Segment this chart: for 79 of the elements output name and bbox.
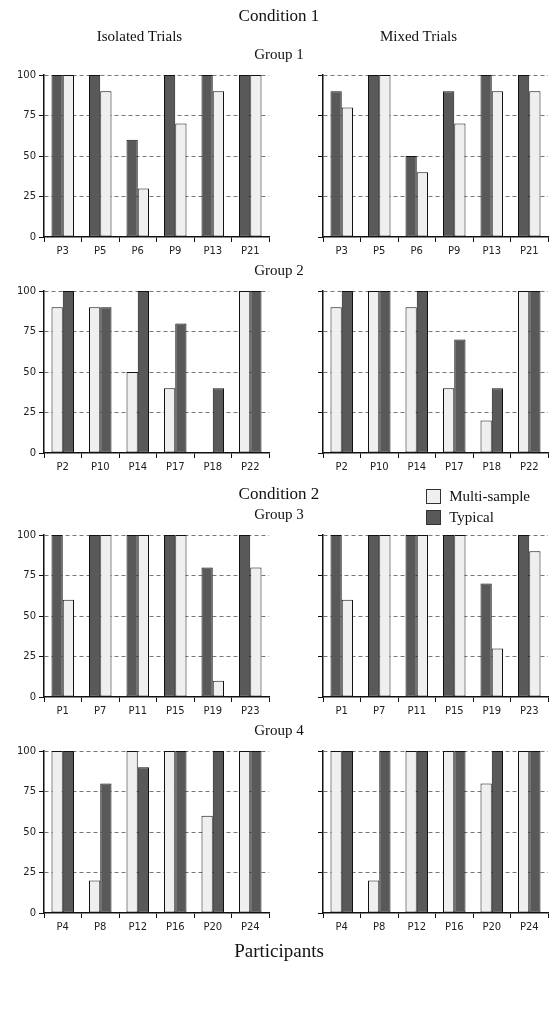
y-tick-label: 50 — [23, 825, 36, 837]
x-tick-label: P8 — [373, 920, 386, 932]
y-tick-label: 50 — [23, 149, 36, 161]
x-tick-label: P10 — [90, 460, 110, 472]
y-tick-label: 75 — [23, 569, 36, 581]
x-tick-label: P4 — [335, 920, 348, 932]
y-tick-label: 0 — [29, 690, 36, 702]
x-tick-label: P3 — [56, 244, 69, 256]
x-tick-label: P4 — [56, 920, 69, 932]
x-tick-label: P11 — [407, 704, 427, 716]
x-tick-label: P6 — [410, 244, 423, 256]
y-tick-label: 75 — [23, 785, 36, 797]
x-tick-label: P9 — [448, 244, 461, 256]
chart-title: Group 3 — [254, 506, 304, 522]
x-tick-label: P22 — [240, 460, 260, 472]
y-tick-label: 0 — [29, 230, 36, 242]
chart-title: Group 2 — [253, 262, 305, 280]
x-tick-label: P7 — [373, 704, 386, 716]
x-tick-label: P23 — [519, 704, 539, 716]
x-tick-label: P16 — [444, 920, 464, 932]
x-tick-label: P15 — [444, 704, 464, 716]
x-tick-label: P18 — [203, 460, 223, 472]
y-tick-label: 75 — [23, 325, 36, 337]
x-tick-label: P9 — [169, 244, 182, 256]
x-tick-label: P17 — [444, 460, 464, 472]
y-tick-label: 25 — [23, 190, 36, 202]
text: Multi-sample — [449, 488, 530, 505]
text: Condition 1 — [237, 5, 321, 27]
x-tick-label: P11 — [128, 704, 148, 716]
x-tick-label: P24 — [240, 920, 260, 932]
chart-subtitle: Isolated Trials — [95, 28, 184, 46]
x-tick-label: P21 — [519, 244, 539, 256]
x-tick-label: P2 — [56, 460, 69, 472]
y-tick-label: 50 — [23, 609, 36, 621]
y-tick-label: 75 — [23, 109, 36, 121]
x-tick-label: P20 — [203, 920, 223, 932]
x-tick-label: P8 — [94, 920, 107, 932]
x-tick-label: P16 — [165, 920, 185, 932]
x-tick-label: P6 — [131, 244, 144, 256]
x-tick-label: P12 — [407, 920, 427, 932]
y-tick-label: 0 — [29, 446, 36, 458]
y-tick-label: 100 — [16, 284, 36, 296]
chart-title: Group 1 — [253, 46, 305, 64]
x-tick-label: P13 — [203, 244, 223, 256]
text: Condition 2 — [238, 484, 320, 503]
x-tick-label: P23 — [240, 704, 260, 716]
x-tick-label: P21 — [240, 244, 260, 256]
y-tick-label: 100 — [16, 68, 36, 80]
x-tick-label: P10 — [369, 460, 389, 472]
x-tick-label: P3 — [335, 244, 348, 256]
y-tick-label: 0 — [29, 906, 36, 918]
y-tick-label: 50 — [23, 365, 36, 377]
x-tick-label: P14 — [407, 460, 427, 472]
x-axis-title: Participants — [233, 939, 325, 962]
x-tick-label: P7 — [94, 704, 107, 716]
x-tick-label: P1 — [56, 704, 69, 716]
x-tick-label: P17 — [165, 460, 185, 472]
x-tick-label: P15 — [165, 704, 185, 716]
x-tick-label: P5 — [94, 244, 107, 256]
y-tick-label: 25 — [23, 650, 36, 662]
chart-title: Group 4 — [253, 722, 305, 740]
x-tick-label: P19 — [203, 704, 223, 716]
x-tick-label: P13 — [482, 244, 502, 256]
x-tick-label: P2 — [335, 460, 348, 472]
x-tick-label: P5 — [373, 244, 386, 256]
x-tick-label: P20 — [482, 920, 502, 932]
y-tick-label: 25 — [23, 406, 36, 418]
y-tick-label: 100 — [16, 744, 36, 756]
x-tick-label: P24 — [519, 920, 539, 932]
x-tick-label: P22 — [519, 460, 539, 472]
x-tick-label: P12 — [128, 920, 148, 932]
x-tick-label: P14 — [128, 460, 148, 472]
x-tick-label: P18 — [482, 460, 502, 472]
legend-label: Typical — [449, 509, 494, 526]
y-tick-label: 25 — [23, 866, 36, 878]
x-tick-label: P1 — [335, 704, 348, 716]
chart-subtitle: Mixed Trials — [378, 28, 459, 46]
y-tick-label: 100 — [16, 528, 36, 540]
x-tick-label: P19 — [482, 704, 502, 716]
